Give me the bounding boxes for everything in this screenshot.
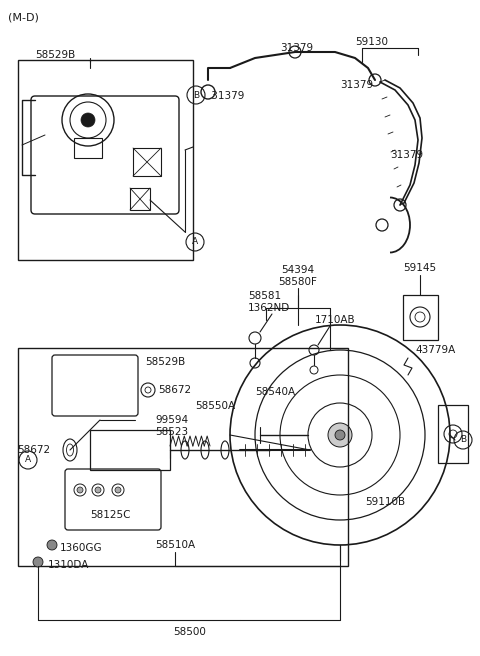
Text: 58523: 58523 <box>155 427 188 437</box>
Bar <box>90 430 170 470</box>
Bar <box>438 405 468 463</box>
Text: 59145: 59145 <box>403 263 437 273</box>
Text: (M-D): (M-D) <box>8 13 39 23</box>
Bar <box>403 295 438 340</box>
Circle shape <box>335 430 345 440</box>
Text: 58529B: 58529B <box>35 50 75 60</box>
Text: 58540A: 58540A <box>255 387 295 397</box>
Text: 58672: 58672 <box>158 385 191 395</box>
Text: 54394: 54394 <box>281 265 314 275</box>
Circle shape <box>95 487 101 493</box>
Text: 58500: 58500 <box>174 627 206 637</box>
Text: 1362ND: 1362ND <box>248 303 290 313</box>
Text: 58510A: 58510A <box>155 540 195 550</box>
Text: A: A <box>25 455 31 464</box>
Circle shape <box>81 113 95 127</box>
Bar <box>18 60 193 260</box>
Bar <box>130 188 150 210</box>
Circle shape <box>328 423 352 447</box>
Text: 99594: 99594 <box>155 415 188 425</box>
Text: 31379: 31379 <box>390 150 423 160</box>
Text: 59130: 59130 <box>356 37 388 47</box>
Bar <box>18 348 348 566</box>
Circle shape <box>77 487 83 493</box>
Text: 1360GG: 1360GG <box>60 543 103 553</box>
Text: 1710AB: 1710AB <box>315 315 356 325</box>
Text: 58581: 58581 <box>248 291 281 301</box>
Text: 31379: 31379 <box>208 91 244 101</box>
Text: 1310DA: 1310DA <box>48 560 89 570</box>
Circle shape <box>33 557 43 567</box>
Text: B: B <box>460 436 466 445</box>
Bar <box>74 138 102 158</box>
Text: 58672: 58672 <box>17 445 50 455</box>
Text: 59110B: 59110B <box>365 497 405 507</box>
Text: A: A <box>192 237 198 247</box>
Circle shape <box>115 487 121 493</box>
Text: 58550A: 58550A <box>195 401 235 411</box>
Text: 58125C: 58125C <box>90 510 131 520</box>
Text: 31379: 31379 <box>280 43 313 53</box>
Text: 58580F: 58580F <box>278 277 317 287</box>
Text: 58529B: 58529B <box>145 357 185 367</box>
Text: 43779A: 43779A <box>415 345 455 355</box>
Text: 31379: 31379 <box>340 80 373 90</box>
Circle shape <box>47 540 57 550</box>
Bar <box>133 148 161 176</box>
Text: B: B <box>193 91 199 100</box>
